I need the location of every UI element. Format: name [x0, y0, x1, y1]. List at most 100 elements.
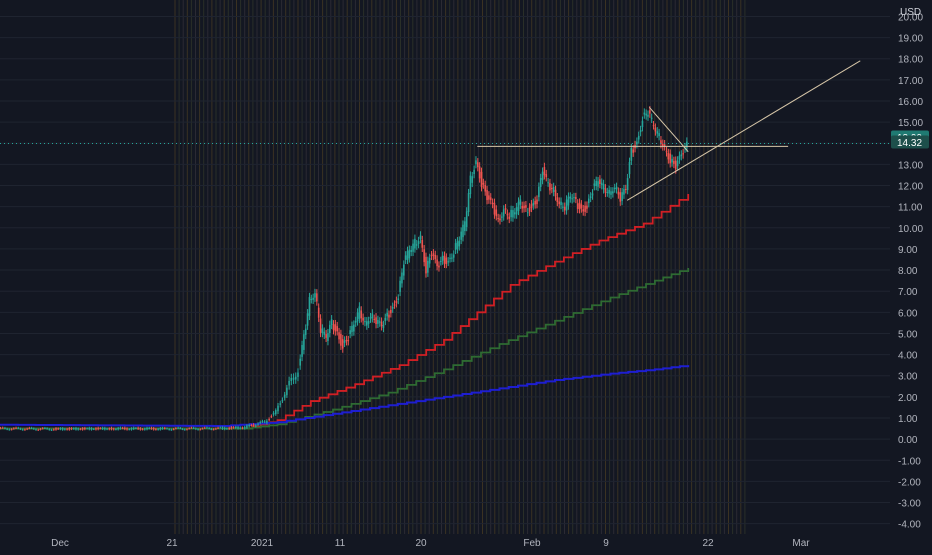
candle-body [680, 154, 683, 157]
candle-body [316, 293, 318, 302]
candle-body [538, 186, 540, 198]
candle-body [345, 339, 348, 342]
candle-body [462, 224, 464, 238]
vertical-grid [174, 0, 746, 534]
candle-body [447, 261, 449, 263]
trend-line-drawing[interactable] [626, 60, 861, 201]
candle-body [508, 216, 511, 219]
candle-body [595, 180, 597, 186]
candle-body [571, 198, 573, 200]
candle-body [404, 255, 407, 260]
drawings[interactable] [477, 60, 861, 201]
candle-body [201, 428, 204, 430]
y-tick-label: 7.00 [898, 287, 918, 298]
candle-body [606, 192, 609, 194]
candle-body [57, 428, 60, 430]
candle-body [434, 254, 437, 260]
candle-body [17, 427, 20, 429]
candle-body [465, 211, 468, 227]
candle-body [112, 428, 115, 430]
candle-body [237, 426, 239, 429]
candle-body [26, 428, 28, 430]
candle-body [106, 428, 108, 430]
candle-body [469, 175, 472, 195]
candle-body [0, 427, 2, 429]
y-tick-label: 11.00 [898, 203, 923, 214]
candle-body [452, 254, 455, 258]
candle-body [257, 423, 259, 425]
candle-body [456, 241, 459, 250]
candle-body [502, 209, 505, 217]
candle-body [144, 428, 146, 430]
candle-body [489, 197, 492, 201]
candle-body [52, 429, 55, 431]
candle-body [608, 189, 610, 194]
candle-body [177, 427, 179, 429]
candle-body [130, 428, 133, 430]
candle-body [569, 196, 572, 199]
time-axis[interactable] [0, 534, 890, 550]
candle-body [327, 333, 329, 342]
y-tick-label: 2.00 [898, 393, 918, 404]
candle-body [464, 221, 466, 232]
candle-body [650, 117, 653, 119]
candle-body [24, 429, 26, 431]
candle-body [283, 394, 286, 398]
candle-body [347, 340, 350, 342]
candle-body [599, 179, 601, 184]
candle-body [643, 112, 646, 115]
candle-body [551, 188, 553, 190]
candle-body [428, 257, 431, 264]
candle-body [504, 208, 507, 210]
candle-body [197, 429, 199, 431]
candle-body [371, 313, 374, 319]
candle-body [270, 416, 273, 418]
candle-body [255, 425, 257, 427]
y-tick-label: -1.00 [898, 456, 921, 467]
candle-body [676, 160, 679, 167]
candle-body [41, 428, 44, 430]
candle-body [263, 421, 266, 423]
candle-body [665, 151, 668, 153]
candle-body [588, 198, 590, 204]
candle-body [671, 158, 673, 163]
candle-body [536, 199, 538, 205]
candle-body [658, 133, 660, 137]
candle-body [637, 135, 640, 140]
x-tick-label: 2021 [251, 538, 274, 549]
candle-body [88, 427, 91, 430]
moving-average-line [0, 365, 690, 428]
candle-body [351, 325, 353, 333]
y-tick-label: 13.00 [898, 160, 923, 171]
candle-body [15, 427, 17, 429]
candle-body [521, 205, 523, 209]
candle-body [526, 212, 529, 214]
candle-body [349, 330, 351, 334]
candle-body [408, 249, 411, 259]
candle-body [150, 427, 153, 429]
candle-body [39, 428, 42, 430]
trend-line-drawing[interactable] [648, 106, 689, 153]
y-tick-label: 1.00 [898, 414, 918, 425]
candle-body [66, 428, 68, 430]
candle-body [558, 201, 560, 205]
candle-body [228, 427, 230, 429]
candle-body [423, 249, 425, 263]
candle-body [491, 202, 494, 205]
x-tick-label: Mar [792, 538, 810, 549]
currency-label[interactable]: USD [900, 7, 921, 18]
candle-body [59, 428, 62, 430]
candle-body [512, 210, 514, 218]
candle-body [132, 427, 135, 430]
candle-body [341, 339, 344, 349]
x-tick-label: Feb [523, 538, 541, 549]
price-axis[interactable] [890, 0, 932, 550]
candle-body [329, 324, 331, 334]
candle-body [549, 183, 551, 191]
candle-body [248, 424, 250, 427]
candle-body [356, 312, 359, 322]
candle-body [602, 183, 605, 190]
candle-body [443, 255, 446, 264]
